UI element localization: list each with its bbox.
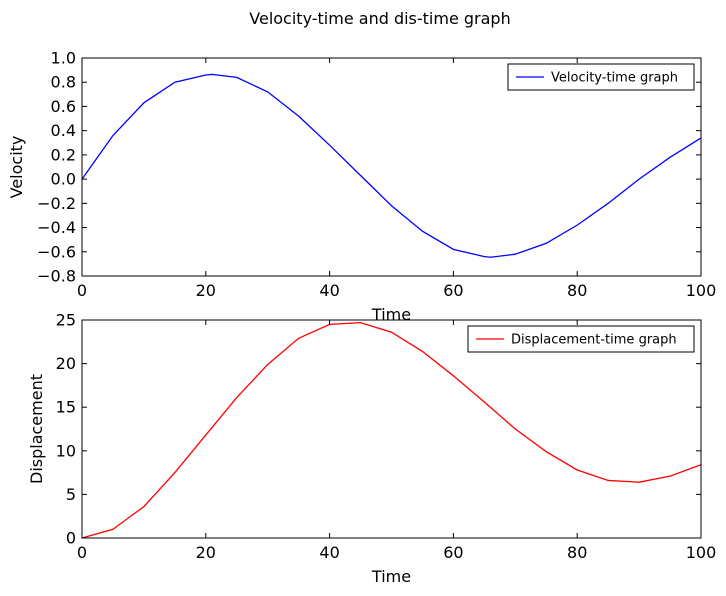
velocity-x-tick-label: 20 [196, 281, 216, 300]
figure-title: Velocity-time and dis-time graph [249, 9, 510, 28]
displacement-y-tick-label: 10 [56, 441, 76, 460]
displacement-legend-box [467, 325, 695, 353]
displacement-subplot: 0 20 40 60 80 100 0 5 10 15 20 25 Time Displacement Di… [27, 311, 716, 587]
velocity-x-tick-label: 40 [319, 281, 339, 300]
displacement-y-tick-label: 20 [56, 354, 76, 373]
displacement-x-tick-label: 60 [443, 543, 463, 562]
displacement-y-tick-label: 15 [56, 398, 76, 417]
displacement-plot-area [82, 320, 701, 538]
displacement-series-line [81, 321, 702, 539]
velocity-x-tick-label: 100 [686, 281, 717, 300]
displacement-x-tick-label: 80 [567, 543, 587, 562]
displacement-x-tick-label: 40 [319, 543, 339, 562]
velocity-y-tick-label: −0.2 [37, 194, 76, 213]
velocity-y-tick-label: 0.6 [51, 97, 76, 116]
velocity-y-tick-label: 0.8 [51, 73, 76, 92]
displacement-y-axis-label: Displacement [27, 374, 46, 484]
velocity-y-tick-label: −0.4 [37, 218, 76, 237]
displacement-y-tick-label: 0 [66, 529, 76, 548]
displacement-y-tick-label: 25 [56, 311, 76, 330]
velocity-series-line [81, 73, 702, 258]
velocity-y-tick-label: 1.0 [51, 49, 76, 68]
velocity-axes-frame [81, 57, 702, 277]
velocity-legend: Velocity-time graph [507, 63, 695, 91]
velocity-x-tick-label: 0 [77, 281, 87, 300]
velocity-y-tick-label: 0.0 [51, 170, 76, 189]
displacement-legend: Displacement-time graph [467, 325, 695, 353]
displacement-y-tick-label: 5 [66, 485, 76, 504]
displacement-axes-frame [81, 319, 702, 539]
velocity-subplot: 0 20 40 60 80 100 −0.8 −0.6 −0.4 −0.2 0.0 0.2 0.4 0.6… [7, 49, 716, 325]
velocity-y-tick-label: 0.2 [51, 145, 76, 164]
displacement-legend-label: Displacement-time graph [511, 333, 677, 348]
velocity-y-axis-label: Velocity [7, 136, 26, 199]
velocity-x-axis-label: Time [371, 305, 411, 324]
velocity-plot-area [82, 58, 701, 276]
displacement-x-tick-label: 20 [196, 543, 216, 562]
velocity-x-tick-label: 80 [567, 281, 587, 300]
displacement-x-tick-label: 0 [77, 543, 87, 562]
velocity-x-tick-label: 60 [443, 281, 463, 300]
velocity-legend-label: Velocity-time graph [551, 71, 678, 86]
velocity-y-tick-label: −0.6 [37, 242, 76, 261]
velocity-y-tick-label: −0.8 [37, 267, 76, 286]
velocity-y-tick-label: 0.4 [51, 121, 76, 140]
displacement-x-axis-label: Time [371, 567, 411, 586]
displacement-x-tick-label: 100 [686, 543, 717, 562]
